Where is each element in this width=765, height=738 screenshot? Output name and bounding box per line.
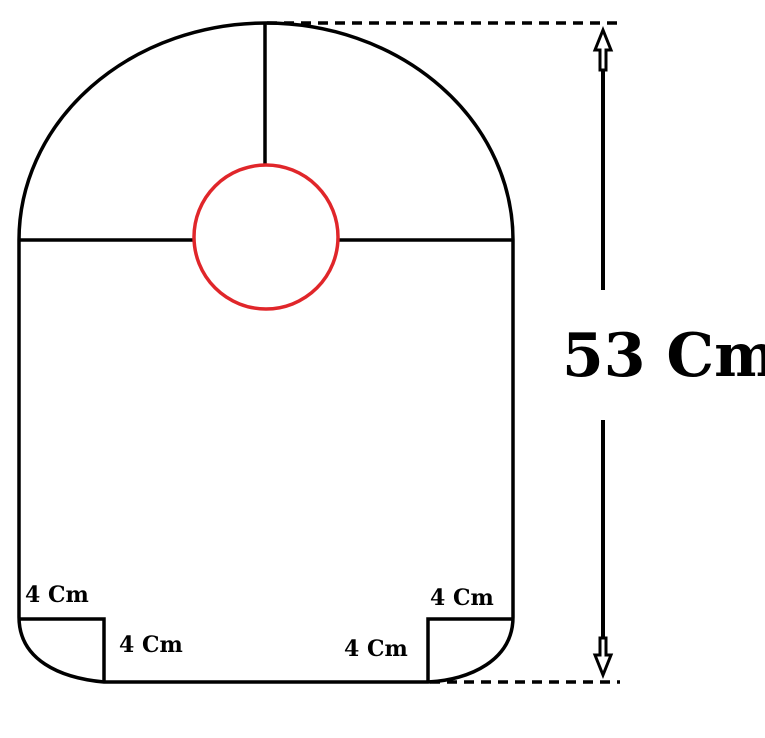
dimension-arrow-up-icon bbox=[592, 25, 614, 72]
neck-hole bbox=[192, 163, 340, 311]
corner-label-right-side: 4 Cm bbox=[344, 636, 408, 662]
dimension-arrow-down-icon bbox=[592, 636, 614, 680]
height-dimension-label: 53 Cm bbox=[562, 321, 765, 391]
corner-label-left-side: 4 Cm bbox=[119, 632, 183, 658]
bib-outline bbox=[17, 21, 515, 684]
corner-label-left-top: 4 Cm bbox=[25, 582, 89, 608]
corner-cutout-right bbox=[426, 617, 513, 682]
corner-cutout-left bbox=[19, 617, 106, 682]
corner-label-right-top: 4 Cm bbox=[430, 585, 494, 611]
